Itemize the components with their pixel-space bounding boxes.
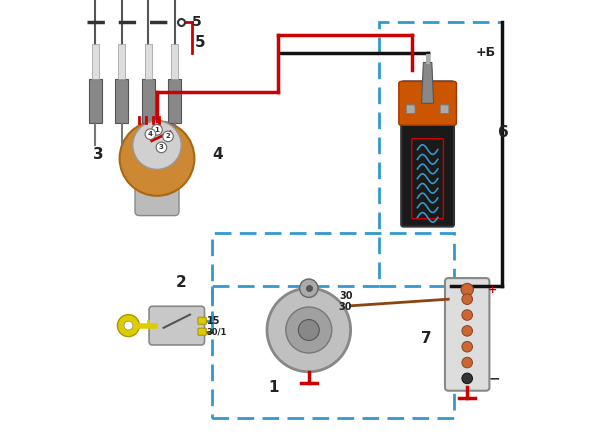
Text: 30: 30: [340, 291, 353, 301]
Text: 1: 1: [268, 380, 279, 395]
Bar: [142, 79, 155, 123]
Circle shape: [299, 279, 318, 297]
Circle shape: [462, 294, 472, 304]
Text: 4: 4: [212, 147, 223, 161]
Text: +: +: [488, 285, 497, 294]
Text: 3: 3: [159, 144, 164, 150]
Circle shape: [462, 341, 472, 352]
Circle shape: [145, 129, 155, 139]
FancyBboxPatch shape: [135, 176, 179, 216]
Text: 2: 2: [176, 275, 187, 290]
Circle shape: [267, 288, 350, 372]
Circle shape: [119, 121, 194, 196]
Circle shape: [462, 326, 472, 336]
Bar: [145, 44, 152, 79]
Circle shape: [133, 121, 181, 169]
Circle shape: [152, 125, 162, 135]
Text: 30/1: 30/1: [207, 327, 227, 336]
Text: 3: 3: [93, 147, 104, 161]
FancyBboxPatch shape: [399, 81, 457, 125]
Text: −: −: [488, 371, 500, 385]
Circle shape: [118, 315, 139, 337]
Circle shape: [156, 142, 167, 153]
Text: 30: 30: [338, 302, 352, 312]
Text: 7: 7: [421, 331, 432, 346]
Circle shape: [124, 321, 133, 330]
Circle shape: [462, 357, 472, 368]
Text: 1: 1: [155, 127, 160, 133]
Text: +Б: +Б: [476, 46, 496, 59]
FancyBboxPatch shape: [198, 328, 206, 335]
FancyBboxPatch shape: [198, 317, 206, 324]
Bar: [168, 79, 181, 123]
Circle shape: [462, 373, 472, 384]
Bar: [115, 79, 128, 123]
FancyBboxPatch shape: [401, 81, 454, 227]
Bar: [171, 44, 178, 79]
Text: 15: 15: [207, 316, 220, 326]
FancyBboxPatch shape: [406, 105, 415, 114]
Circle shape: [286, 307, 332, 353]
Text: 4: 4: [148, 131, 153, 137]
Polygon shape: [422, 62, 434, 103]
Circle shape: [163, 131, 173, 142]
FancyBboxPatch shape: [440, 105, 449, 114]
Circle shape: [461, 283, 473, 296]
Circle shape: [298, 319, 319, 341]
Bar: [89, 79, 102, 123]
Text: 6: 6: [498, 125, 509, 139]
Bar: [92, 44, 99, 79]
FancyBboxPatch shape: [445, 278, 490, 391]
Text: 5: 5: [194, 35, 205, 50]
Bar: [118, 44, 125, 79]
FancyBboxPatch shape: [149, 306, 205, 345]
Circle shape: [462, 310, 472, 320]
Text: 5: 5: [192, 15, 202, 29]
Text: 2: 2: [166, 133, 170, 139]
